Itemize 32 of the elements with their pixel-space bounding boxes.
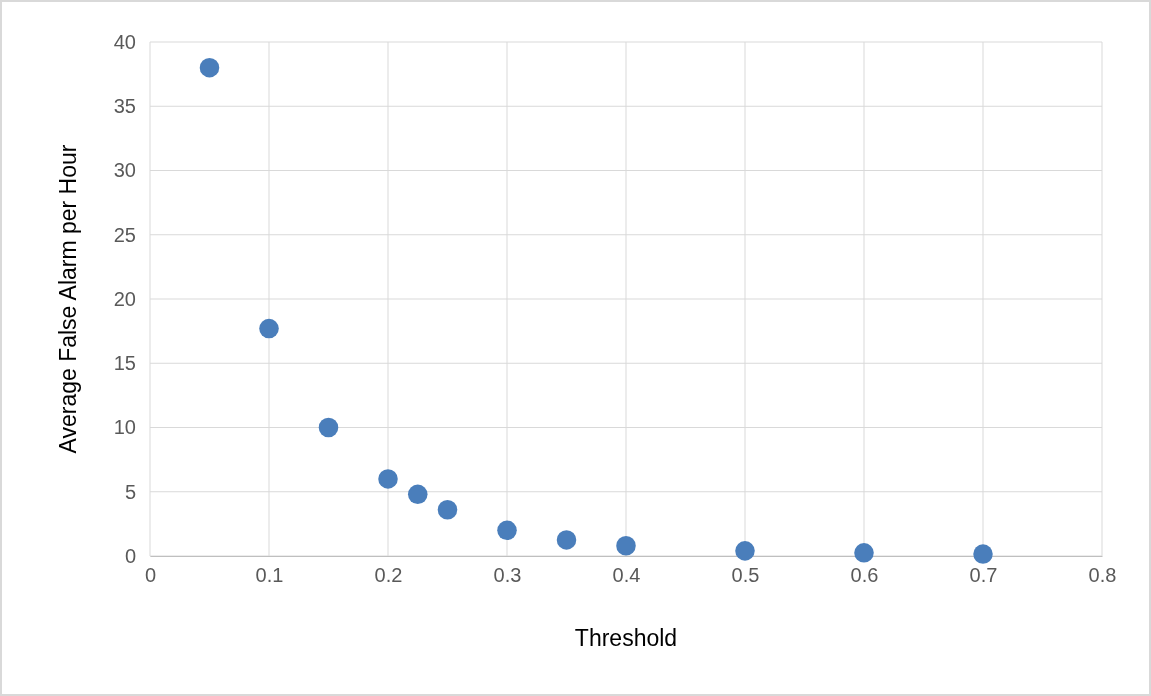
- y-tick-label: 20: [113, 287, 136, 310]
- x-tick-label: 0.6: [850, 564, 879, 587]
- x-tick-label: 0.1: [255, 564, 284, 587]
- x-tick-label: 0.4: [612, 564, 641, 587]
- x-tick-label: 0: [144, 564, 157, 587]
- x-tick-label: 0.7: [969, 564, 998, 587]
- point: [318, 417, 339, 438]
- point: [378, 469, 398, 489]
- y-tick-label: 40: [113, 30, 136, 53]
- point: [437, 499, 458, 520]
- point: [735, 541, 755, 561]
- point: [556, 530, 577, 550]
- y-tick-label: 5: [124, 480, 136, 503]
- point: [854, 543, 874, 563]
- point: [497, 520, 517, 541]
- point: [616, 535, 636, 556]
- y-axis-title: Average False Alarm per Hour: [55, 144, 81, 454]
- y-tick-label: 30: [113, 159, 136, 182]
- point: [199, 57, 220, 78]
- x-tick-label: 0.2: [374, 564, 403, 587]
- point: [973, 544, 993, 564]
- point: [259, 318, 279, 339]
- y-tick-label: 35: [113, 95, 136, 118]
- x-tick-label: 0.8: [1088, 564, 1117, 587]
- point: [407, 484, 428, 505]
- y-tick-label: 25: [113, 223, 136, 246]
- y-tick-label: 0: [124, 544, 136, 567]
- x-tick-label: 0.3: [493, 564, 522, 587]
- y-tick-label: 10: [113, 416, 136, 439]
- x-tick-label: 0.5: [731, 564, 760, 587]
- x-axis-title: Threshold: [574, 625, 678, 651]
- y-tick-label: 15: [113, 352, 136, 375]
